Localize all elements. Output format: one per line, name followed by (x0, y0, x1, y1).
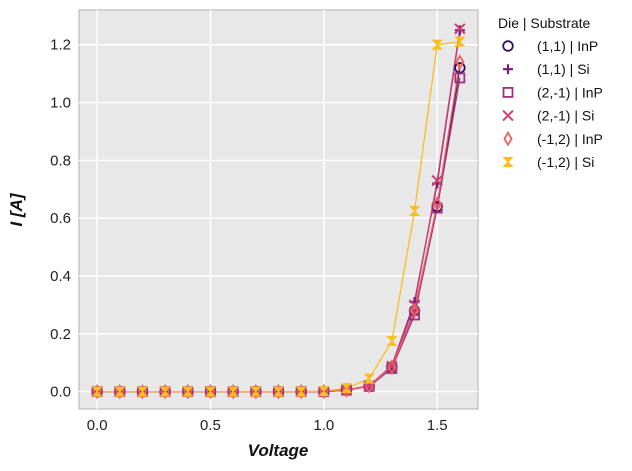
data-point (250, 386, 262, 397)
data-point (227, 386, 239, 397)
data-point (454, 25, 465, 36)
x-tick-label: 0.0 (87, 417, 108, 434)
data-point (455, 54, 465, 70)
x-tick-label: 0.5 (200, 417, 221, 434)
data-point (387, 359, 397, 375)
legend-label: (2,-1) | InP (537, 84, 603, 100)
legend-marker (502, 157, 514, 167)
data-point (318, 386, 330, 397)
legend-label: (1,1) | InP (537, 38, 598, 54)
data-point (114, 386, 126, 397)
data-point (409, 302, 420, 319)
legend-marker (503, 131, 513, 147)
data-point (431, 174, 443, 187)
data-point (386, 336, 398, 347)
legend-entry: (-1,2) | Si (502, 154, 594, 170)
legend-marker (502, 87, 514, 98)
data-point (272, 386, 285, 397)
data-point (319, 383, 329, 400)
y-tick-label: 0.0 (50, 384, 71, 401)
data-point (409, 309, 420, 321)
y-tick-label: 0.8 (50, 152, 71, 169)
data-point (454, 23, 466, 35)
data-point (363, 373, 375, 384)
data-point (295, 386, 307, 397)
legend-entry: (-1,2) | InP (503, 131, 603, 147)
data-point (454, 36, 466, 47)
series-markers-group (91, 36, 466, 397)
y-tick-label: 1.2 (50, 37, 71, 54)
data-point (341, 382, 352, 398)
x-axis-label: Voltage (248, 441, 309, 460)
legend: Die | Substrate (1,1) | InP (1,1) | Si (2,… (498, 15, 603, 170)
data-point (454, 72, 466, 84)
data-point (386, 360, 398, 372)
y-axis-label: I [A] (7, 192, 26, 226)
data-point (340, 383, 353, 394)
data-point (408, 205, 421, 216)
y-axis: 0.0 0.2 0.4 0.6 0.8 1.0 1.2 (50, 37, 71, 401)
legend-entry: (1,1) | Si (503, 61, 590, 77)
data-point (204, 386, 217, 397)
y-tick-label: 0.2 (50, 326, 71, 343)
data-point (431, 202, 443, 214)
x-tick-label: 1.0 (313, 417, 334, 434)
y-tick-label: 1.0 (50, 95, 71, 112)
legend-label: (1,1) | Si (537, 61, 590, 77)
legend-label: (-1,2) | Si (537, 154, 594, 170)
legend-marker (502, 40, 514, 52)
data-point (159, 386, 171, 397)
legend-marker (502, 109, 514, 122)
data-point (364, 378, 374, 394)
data-point (182, 386, 194, 397)
legend-entry: (2,-1) | Si (502, 108, 594, 124)
y-tick-label: 0.4 (50, 268, 71, 285)
legend-entry: (2,-1) | InP (502, 84, 603, 100)
data-point (431, 39, 443, 50)
plot-area (78, 9, 479, 410)
y-tick-label: 0.6 (50, 210, 71, 227)
x-tick-label: 1.5 (427, 417, 448, 434)
data-point (91, 386, 103, 397)
data-point (432, 195, 442, 212)
legend-title: Die | Substrate (498, 15, 591, 31)
legend-marker (503, 64, 513, 75)
legend-label: (2,-1) | Si (537, 108, 594, 124)
legend-label: (-1,2) | InP (537, 131, 603, 147)
series-markers (91, 23, 466, 400)
legend-entry: (1,1) | InP (502, 38, 598, 54)
data-point (136, 386, 149, 397)
x-axis: 0.0 0.5 1.0 1.5 (87, 417, 448, 434)
